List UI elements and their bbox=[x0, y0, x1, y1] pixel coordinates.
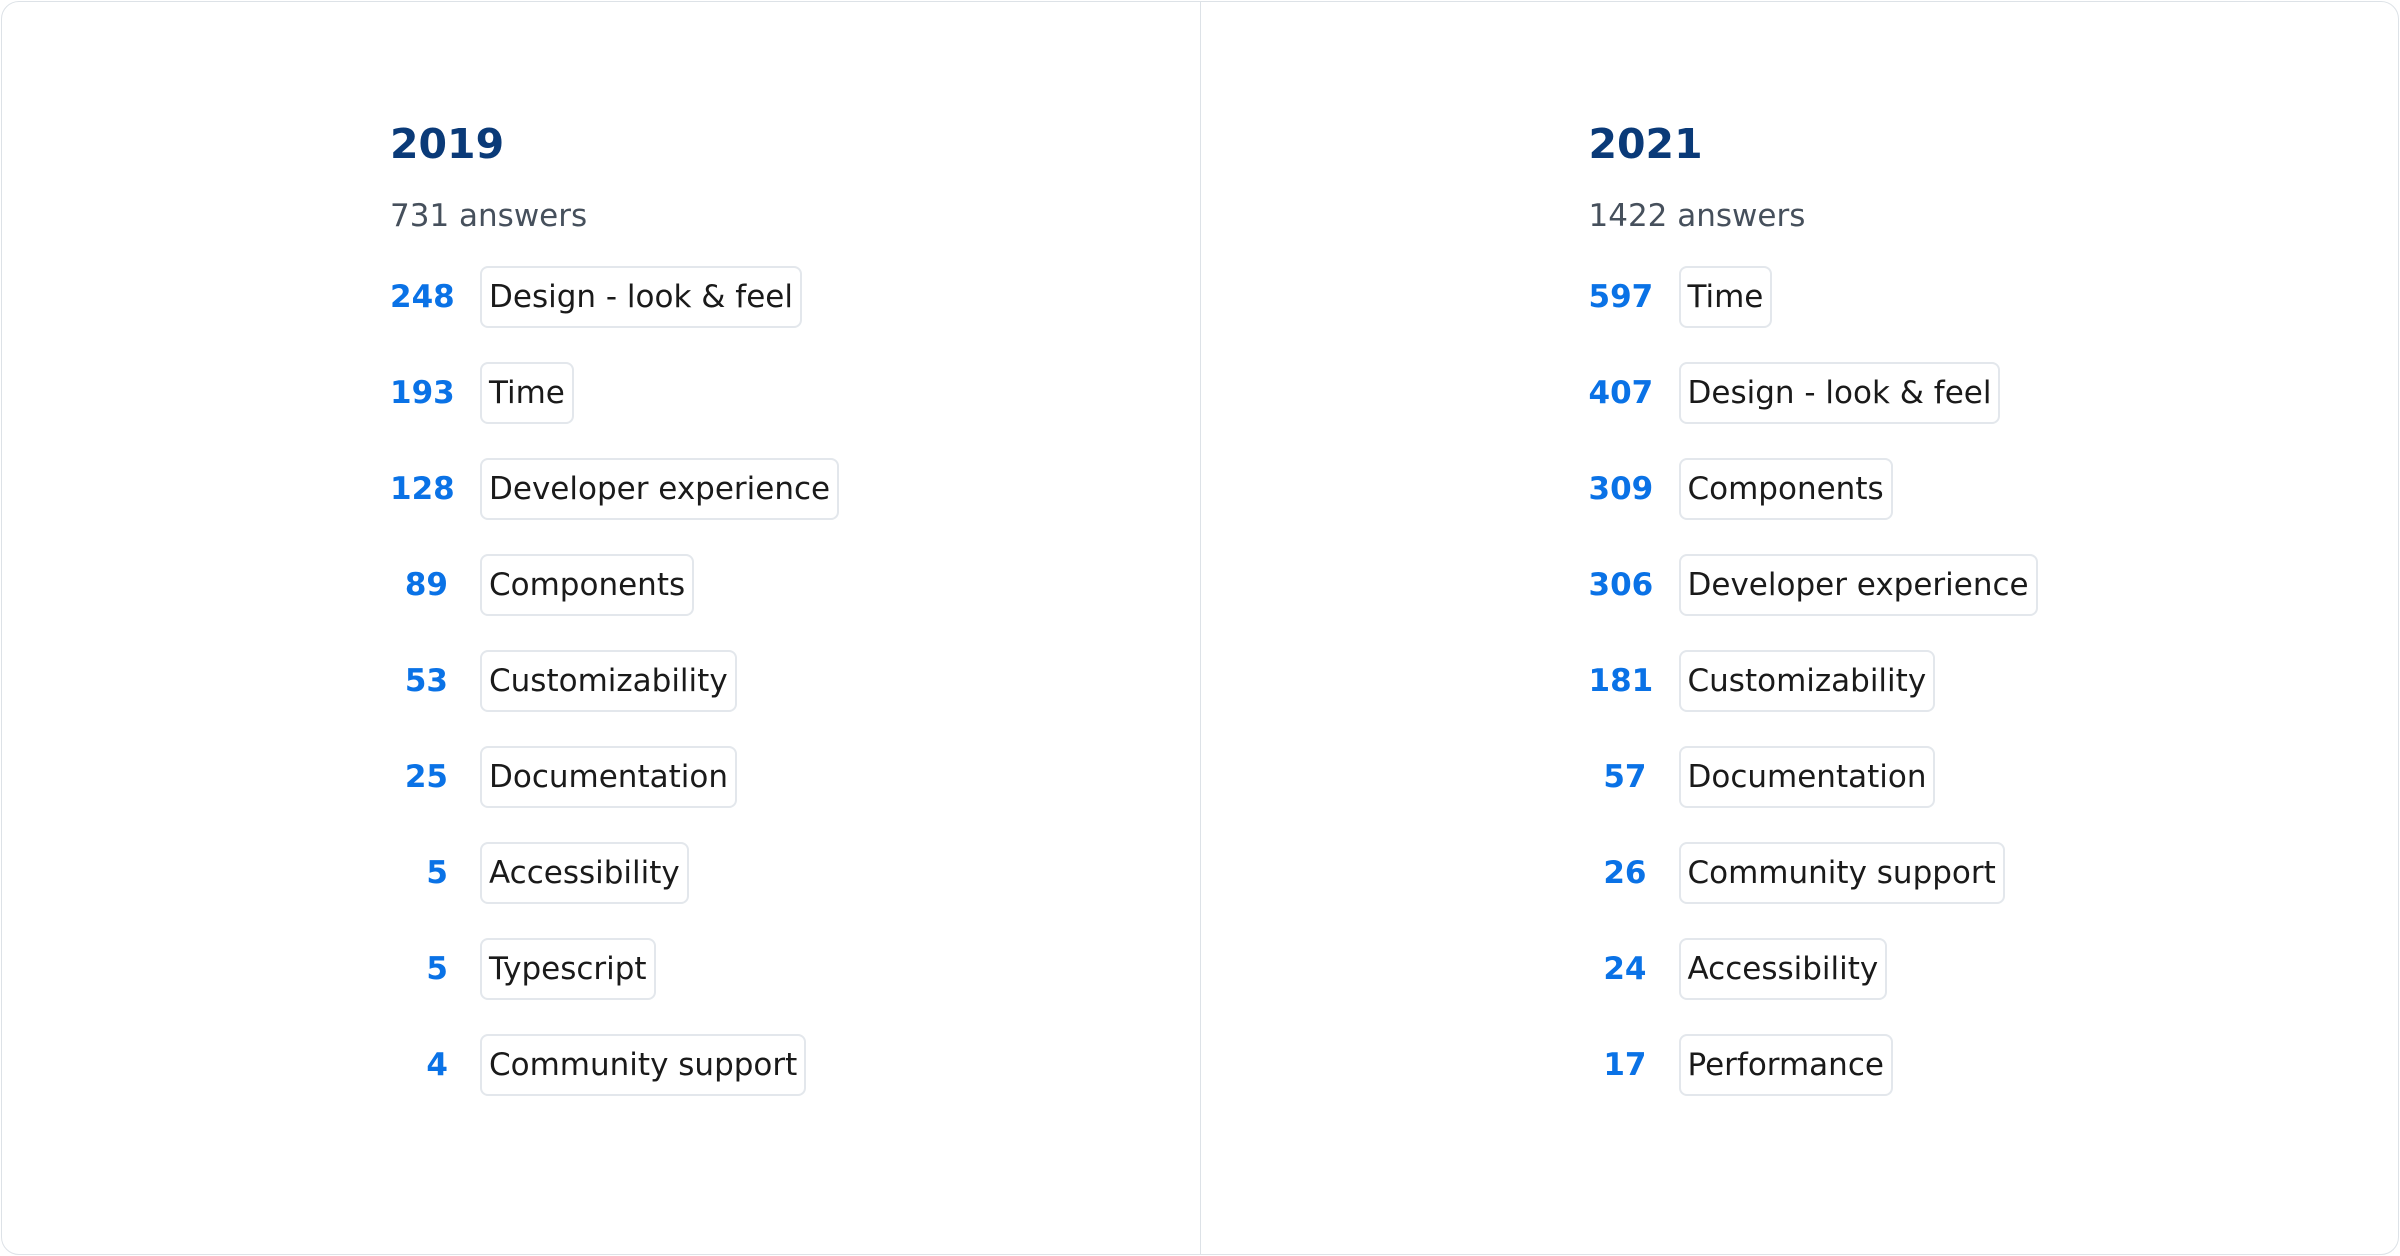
list-item: 128 Developer experience bbox=[390, 458, 840, 520]
answer-count: 1422 answers bbox=[1588, 198, 1806, 234]
item-count: 306 bbox=[1588, 567, 1654, 603]
item-count: 53 bbox=[404, 663, 448, 699]
list-item: 26 Community support bbox=[1589, 842, 2038, 904]
item-count: 25 bbox=[404, 759, 448, 795]
item-label-chip: Developer experience bbox=[480, 458, 840, 520]
answer-count: 731 answers bbox=[390, 198, 588, 234]
item-label-chip: Design - look & feel bbox=[480, 266, 802, 328]
panel-2021: 2021 1422 answers 597 Time 407 Design - … bbox=[1199, 2, 2399, 1254]
item-count: 407 bbox=[1588, 375, 1654, 411]
item-count: 57 bbox=[1603, 759, 1647, 795]
item-label-chip: Documentation bbox=[1678, 746, 1936, 808]
item-label-chip: Developer experience bbox=[1678, 554, 2038, 616]
list-item: 53 Customizability bbox=[390, 650, 839, 712]
list-item: 17 Performance bbox=[1589, 1034, 2038, 1096]
item-label-chip: Time bbox=[1678, 266, 1773, 328]
item-count: 5 bbox=[426, 951, 448, 987]
item-label-chip: Accessibility bbox=[1678, 938, 1888, 1000]
item-label-chip: Customizability bbox=[1678, 650, 1936, 712]
item-label-chip: Documentation bbox=[480, 746, 737, 808]
item-label-chip: Components bbox=[480, 554, 695, 616]
list-item: 193 Time bbox=[390, 362, 839, 424]
item-count: 5 bbox=[426, 855, 448, 891]
list-item: 309 Components bbox=[1589, 458, 2038, 520]
item-count: 193 bbox=[390, 375, 455, 411]
item-count: 4 bbox=[426, 1047, 448, 1083]
item-label-chip: Community support bbox=[1678, 842, 2005, 904]
list-item: 248 Design - look & feel bbox=[390, 266, 839, 328]
panel-2019: 2019 731 answers 248 Design - look & fee… bbox=[2, 2, 1200, 1254]
list-item: 5 Accessibility bbox=[390, 842, 839, 904]
item-count: 17 bbox=[1603, 1047, 1647, 1083]
item-label-chip: Design - look & feel bbox=[1678, 362, 2001, 424]
list-item: 25 Documentation bbox=[390, 746, 839, 808]
panel-year: 2021 bbox=[1588, 120, 1703, 168]
item-count: 24 bbox=[1603, 951, 1647, 987]
item-label-chip: Performance bbox=[1678, 1034, 1893, 1096]
item-label-chip: Typescript bbox=[480, 938, 656, 1000]
ranking-list: 248 Design - look & feel 193 Time 128 De… bbox=[390, 266, 840, 1096]
panel-year: 2019 bbox=[390, 120, 505, 168]
item-count: 309 bbox=[1588, 471, 1654, 507]
list-item: 5 Typescript bbox=[390, 938, 839, 1000]
list-item: 407 Design - look & feel bbox=[1589, 362, 2038, 424]
list-item: 4 Community support bbox=[390, 1034, 839, 1096]
list-item: 89 Components bbox=[390, 554, 839, 616]
item-label-chip: Customizability bbox=[480, 650, 737, 712]
item-label-chip: Community support bbox=[480, 1034, 807, 1096]
ranking-list: 597 Time 407 Design - look & feel 309 Co… bbox=[1589, 266, 2038, 1096]
list-item: 57 Documentation bbox=[1589, 746, 2038, 808]
item-count: 26 bbox=[1603, 855, 1647, 891]
panel-content: 2019 731 answers 248 Design - look & fee… bbox=[390, 114, 840, 1130]
item-label-chip: Accessibility bbox=[480, 842, 689, 904]
list-item: 181 Customizability bbox=[1589, 650, 2038, 712]
item-label-chip: Time bbox=[480, 362, 574, 424]
panel-content: 2021 1422 answers 597 Time 407 Design - … bbox=[1589, 114, 2038, 1130]
item-count: 248 bbox=[390, 279, 455, 315]
item-label-chip: Components bbox=[1678, 458, 1893, 520]
item-count: 597 bbox=[1588, 279, 1654, 315]
list-item: 24 Accessibility bbox=[1589, 938, 2038, 1000]
list-item: 306 Developer experience bbox=[1589, 554, 2038, 616]
list-item: 597 Time bbox=[1589, 266, 2038, 328]
item-count: 89 bbox=[404, 567, 448, 603]
item-count: 128 bbox=[390, 471, 455, 507]
item-count: 181 bbox=[1588, 663, 1654, 699]
